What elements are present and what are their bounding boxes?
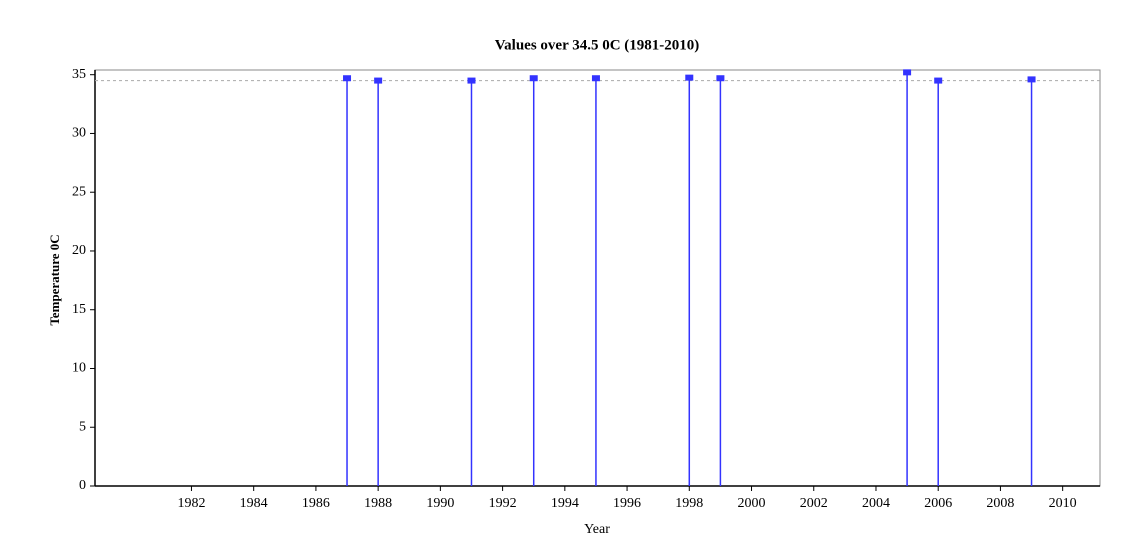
y-tick-label: 5	[79, 419, 86, 434]
y-tick-label: 15	[72, 302, 86, 317]
marker	[343, 75, 352, 82]
y-tick-label: 20	[72, 243, 86, 258]
marker	[529, 75, 538, 82]
x-tick-label: 1992	[489, 496, 517, 511]
x-tick-label: 2002	[800, 496, 828, 511]
x-tick-label: 1990	[426, 496, 454, 511]
y-tick-label: 25	[72, 184, 86, 199]
x-tick-label: 2000	[738, 496, 766, 511]
x-tick-label: 1996	[613, 496, 641, 511]
marker	[1027, 76, 1036, 83]
marker	[467, 77, 476, 84]
x-tick-label: 1998	[675, 496, 703, 511]
x-tick-label: 1984	[240, 496, 268, 511]
plot-frame	[94, 69, 1101, 487]
chart-title: Values over 34.5 0C (1981-2010)	[495, 37, 700, 53]
x-tick-label: 2006	[924, 496, 952, 511]
x-tick-label: 1986	[302, 496, 330, 511]
marker	[716, 75, 725, 82]
x-tick-label: 2004	[862, 496, 890, 511]
x-tick-label: 1994	[551, 496, 579, 511]
y-tick-label: 10	[72, 361, 86, 376]
y-tick-label: 35	[72, 67, 86, 82]
x-tick-label: 1982	[177, 496, 205, 511]
x-axis-label: Year	[584, 522, 610, 537]
marker	[934, 77, 943, 84]
y-tick-label: 30	[72, 126, 86, 141]
marker	[591, 75, 600, 82]
marker	[685, 74, 694, 81]
marker	[903, 69, 912, 76]
x-tick-label: 1988	[364, 496, 392, 511]
y-axis-label: Temperature 0C	[47, 234, 62, 325]
x-tick-label: 2008	[986, 496, 1014, 511]
y-tick-label: 0	[79, 478, 86, 493]
marker	[374, 77, 383, 84]
x-tick-label: 2010	[1049, 496, 1077, 511]
